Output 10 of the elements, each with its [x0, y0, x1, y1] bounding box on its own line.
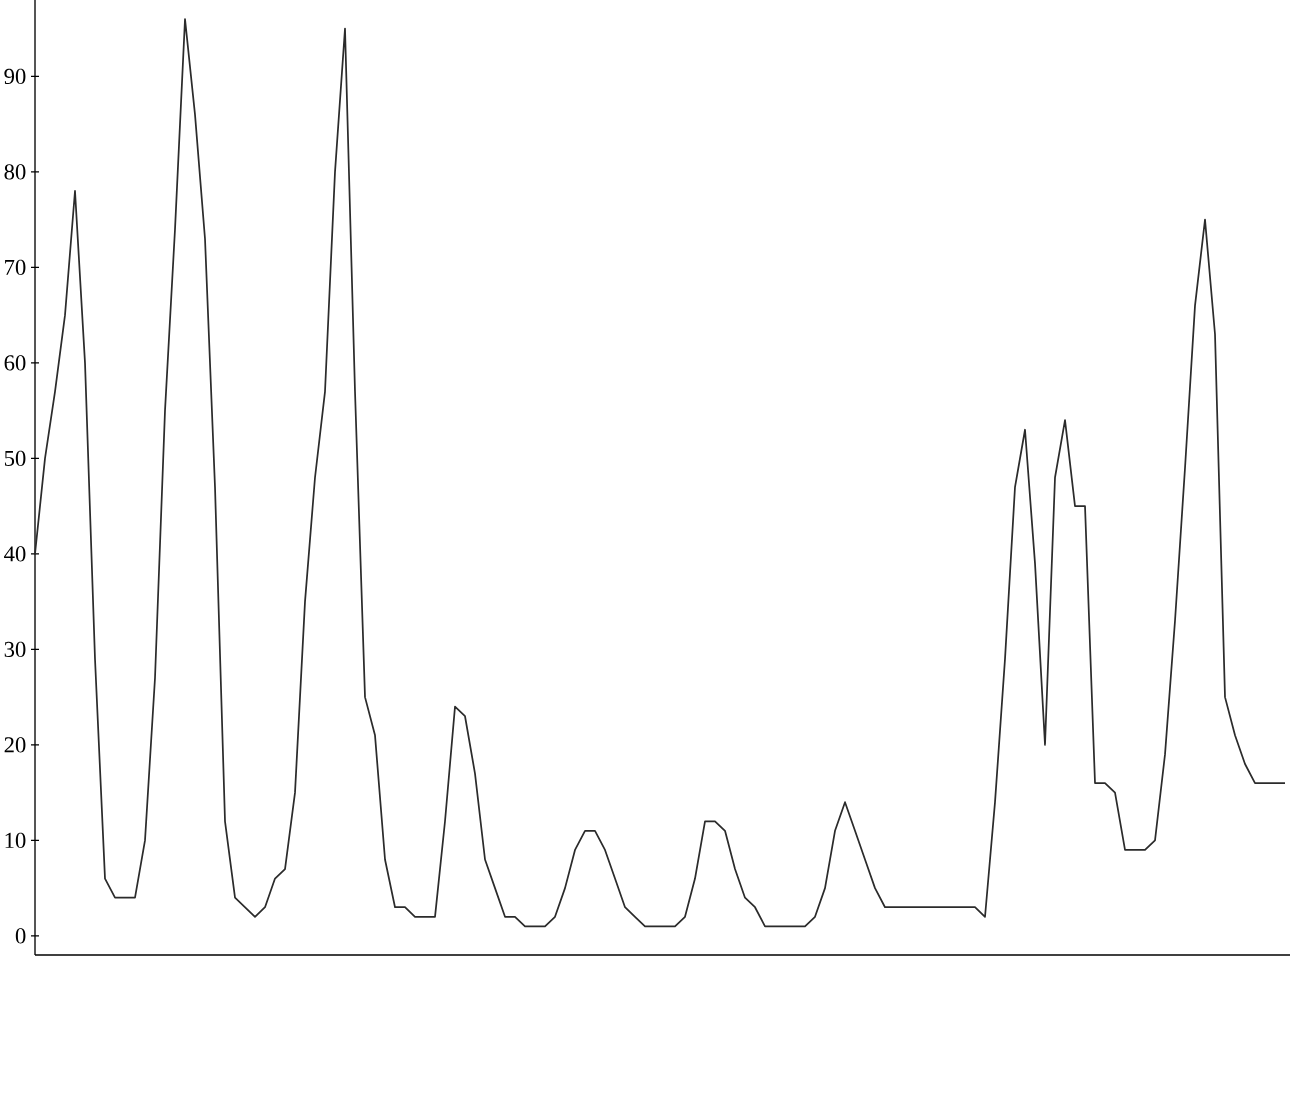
y-tick-label: 0: [15, 928, 26, 944]
y-tick-label: 60: [4, 355, 26, 371]
y-tick-label: 90: [4, 68, 26, 85]
y-tick-label: 50: [4, 450, 26, 467]
y-tick-label: 80: [4, 164, 26, 180]
y-tick-label: 70: [5, 259, 26, 276]
y-tick-label: 40: [4, 546, 26, 562]
y-tick-label: 20: [4, 737, 26, 753]
y-tick-label: 10: [5, 832, 26, 849]
y-tick-label: 30: [4, 641, 26, 658]
